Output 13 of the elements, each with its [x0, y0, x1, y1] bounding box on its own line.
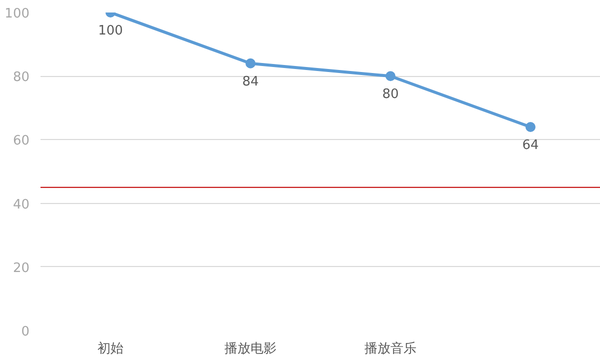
y-tick-label: 80	[12, 70, 30, 86]
y-tick-label: 0	[21, 324, 30, 340]
y-tick-label: 100	[4, 6, 30, 22]
data-label: 84	[242, 74, 259, 90]
y-tick-label: 40	[12, 197, 30, 212]
y-tick-label: 60	[12, 134, 30, 149]
data-label: 80	[382, 87, 399, 102]
data-label: 100	[98, 24, 123, 38]
x-tick-label: 播放电影	[224, 342, 276, 356]
x-tick-label: 播放音乐	[364, 342, 416, 356]
y-tick-label: 20	[12, 260, 30, 276]
x-tick-label: 初始	[98, 342, 124, 356]
data-label: 64	[522, 138, 539, 153]
